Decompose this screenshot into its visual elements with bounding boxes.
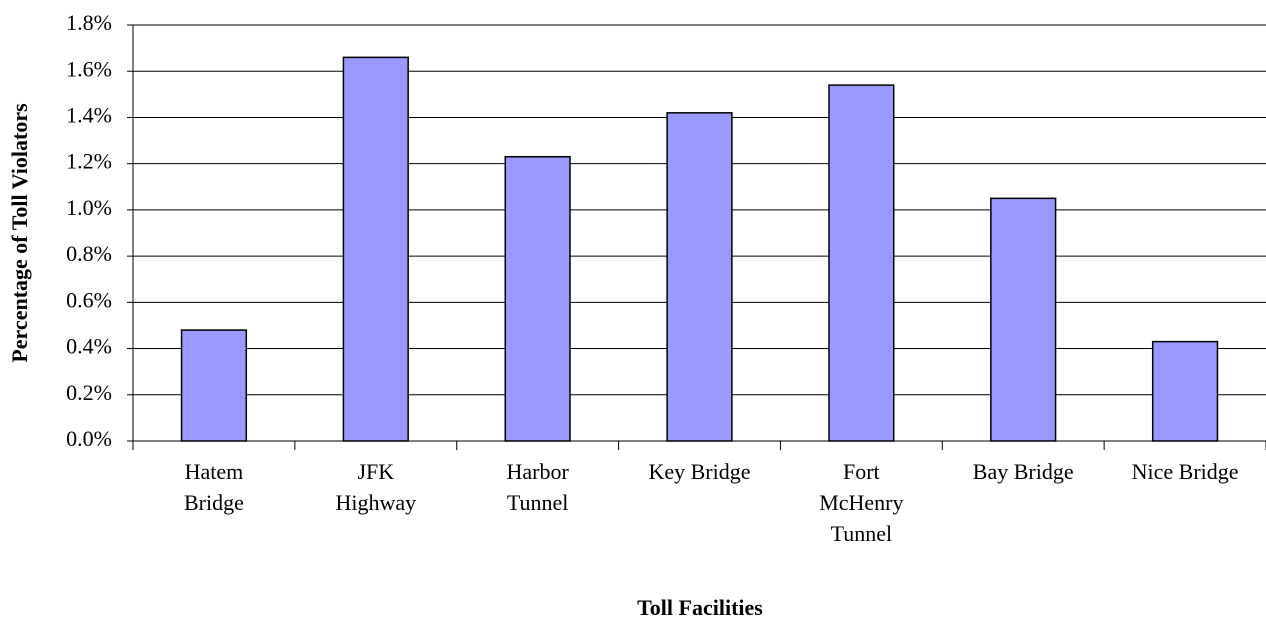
y-tick-label: 1.2% [66, 149, 112, 174]
x-tick-label: Harbor Tunnel [506, 459, 569, 515]
y-axis-title: Percentage of Toll Violators [7, 103, 32, 363]
y-tick-label: 0.4% [66, 334, 112, 359]
y-tick-label: 1.4% [66, 102, 112, 127]
x-axis-title: Toll Facilities [637, 595, 763, 620]
bar [666, 112, 733, 442]
y-tick-label: 0.0% [66, 426, 112, 451]
y-tick-label: 0.6% [66, 287, 112, 312]
x-tick-label: Hatem Bridge [183, 459, 244, 515]
y-tick-label: 0.8% [66, 241, 112, 266]
bar [504, 155, 571, 442]
bar [1151, 340, 1219, 442]
x-tick-label: Fort McHenry Tunnel [819, 459, 904, 546]
y-tick-label: 1.8% [66, 10, 112, 35]
x-tick-label: Nice Bridge [1131, 459, 1239, 484]
y-tick-label: 0.2% [66, 380, 112, 405]
x-tick-label: JFK Highway [335, 459, 417, 515]
bar [990, 197, 1057, 442]
bar [342, 56, 409, 442]
bar [828, 84, 895, 442]
x-tick-label: Key Bridge [648, 459, 751, 484]
bar [180, 329, 248, 442]
y-tick-label: 1.0% [66, 195, 112, 220]
y-tick-label: 1.6% [66, 56, 112, 81]
x-tick-label: Bay Bridge [972, 459, 1074, 484]
